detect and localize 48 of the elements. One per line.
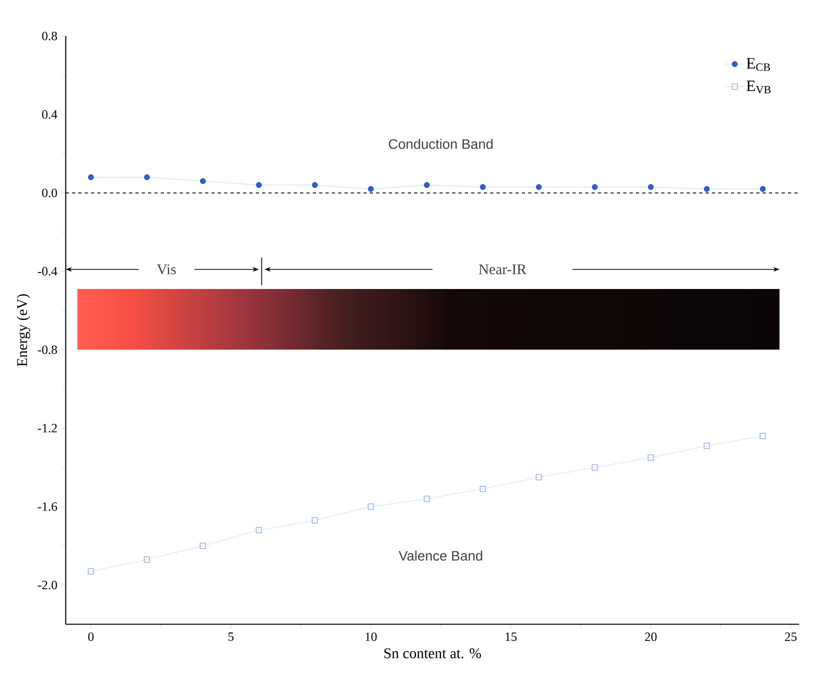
legend-label: E$_{CB}$ — [746, 58, 770, 71]
point — [256, 182, 262, 188]
point — [200, 542, 206, 549]
y-tick-label: -1.6 — [38, 502, 58, 511]
point — [312, 517, 318, 524]
point — [144, 556, 150, 563]
y-tick-label: -1.2 — [38, 424, 57, 432]
y-tick-label: -0.8 — [38, 345, 57, 354]
x-tick-label: 10 — [366, 632, 377, 642]
point — [648, 454, 654, 461]
point — [760, 186, 766, 192]
point — [312, 182, 318, 188]
point — [88, 568, 94, 574]
y-tick-label: 0.4 — [42, 110, 58, 119]
point — [256, 527, 262, 534]
y-tick-label: 0.0 — [42, 188, 57, 198]
y-tick-label: 0.8 — [42, 32, 57, 40]
annotation: Near-IR — [478, 264, 526, 274]
annotation: Vis — [156, 264, 176, 274]
x-tick-label: 20 — [645, 632, 657, 642]
point — [88, 174, 94, 180]
point — [536, 474, 542, 480]
point — [648, 184, 654, 190]
x-tick-label: 15 — [506, 632, 517, 641]
y-tick-label: -0.4 — [38, 267, 58, 276]
point — [536, 184, 542, 190]
y-tick-label: -2.0 — [38, 580, 57, 590]
point — [368, 504, 374, 510]
point — [592, 464, 598, 470]
x-tick-label: 5 — [228, 632, 234, 641]
x-tick-label: 25 — [784, 632, 797, 642]
x-axis-title: Sn content at. % — [384, 648, 481, 658]
x-tick-label: 0 — [88, 632, 94, 642]
point — [592, 184, 598, 190]
point — [424, 182, 430, 188]
point — [760, 433, 766, 439]
annotation: Conduction Band — [388, 138, 493, 149]
point — [480, 486, 486, 492]
annotation: Valence Band — [398, 550, 482, 561]
point — [704, 442, 710, 449]
point — [200, 178, 206, 184]
point — [424, 496, 430, 502]
point — [704, 186, 710, 192]
y-axis-title: Energy (eV) — [16, 294, 30, 366]
point — [480, 184, 486, 190]
point — [144, 174, 150, 180]
point — [368, 186, 374, 192]
legend-label: E$_{VB}$ — [746, 80, 771, 94]
